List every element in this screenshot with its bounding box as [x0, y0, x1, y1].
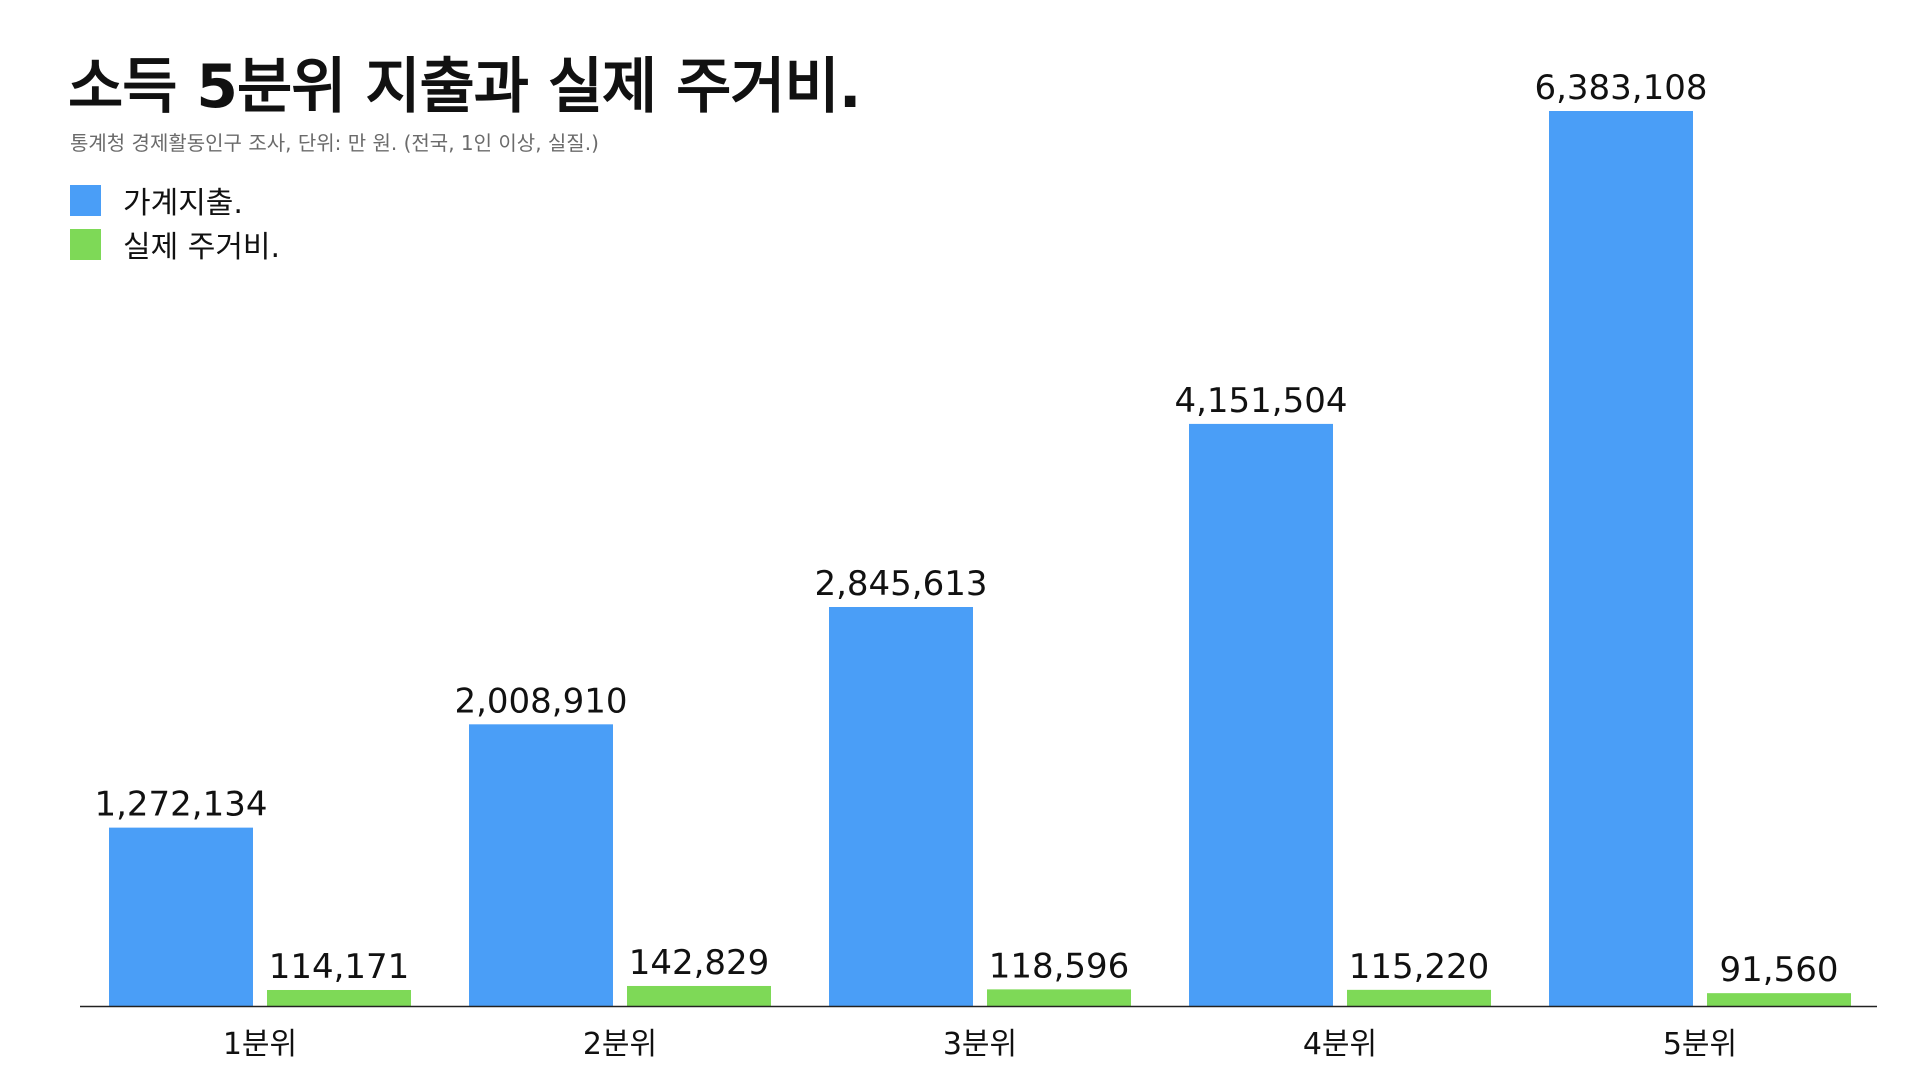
data-label-series2-5: 91,560	[1720, 950, 1839, 990]
x-tick-label-4: 4분위	[1303, 1027, 1377, 1062]
legend-item-household-expenditure: 가계지출.	[70, 178, 280, 222]
data-label-series1-4: 4,151,504	[1174, 381, 1347, 421]
x-tick-label-5: 5분위	[1663, 1027, 1737, 1062]
bar-series1-4	[1189, 423, 1333, 1006]
x-tick-label-2: 2분위	[583, 1027, 657, 1062]
bar-series1-3	[829, 607, 973, 1006]
legend-swatch-housing-cost	[70, 228, 101, 260]
bar-series2-2	[627, 985, 771, 1006]
bar-series2-1	[267, 989, 411, 1006]
data-label-series1-5: 6,383,108	[1534, 68, 1707, 108]
legend-swatch-household-expenditure	[70, 184, 101, 216]
data-label-series2-4: 115,220	[1349, 947, 1490, 987]
bar-series2-5	[1707, 993, 1851, 1006]
bar-series1-2	[469, 724, 613, 1006]
bar-series1-5	[1549, 111, 1693, 1006]
legend-item-housing-cost: 실제 주거비.	[70, 222, 280, 266]
x-tick-label-1: 1분위	[223, 1027, 297, 1062]
chart-title: 소득 5분위 지출과 실제 주거비.	[68, 52, 861, 122]
legend-label-housing-cost: 실제 주거비.	[123, 230, 281, 265]
bar-series2-3	[987, 989, 1131, 1006]
data-label-series1-3: 2,845,613	[814, 564, 987, 604]
data-label-series1-2: 2,008,910	[454, 681, 627, 721]
data-label-series1-1: 1,272,134	[94, 785, 267, 825]
data-label-series2-3: 118,596	[989, 946, 1130, 986]
x-tick-label-3: 3분위	[943, 1027, 1017, 1062]
bar-series2-4	[1347, 989, 1491, 1006]
data-label-series2-2: 142,829	[629, 943, 770, 983]
data-label-series2-1: 114,171	[269, 947, 410, 987]
legend-label-household-expenditure: 가계지출.	[123, 186, 243, 221]
bar-series1-1	[109, 827, 253, 1006]
legend: 가계지출. 실제 주거비.	[70, 178, 280, 266]
chart-subtitle: 통계청 경제활동인구 조사, 단위: 만 원. (전국, 1인 이상, 실질.)	[70, 131, 599, 155]
